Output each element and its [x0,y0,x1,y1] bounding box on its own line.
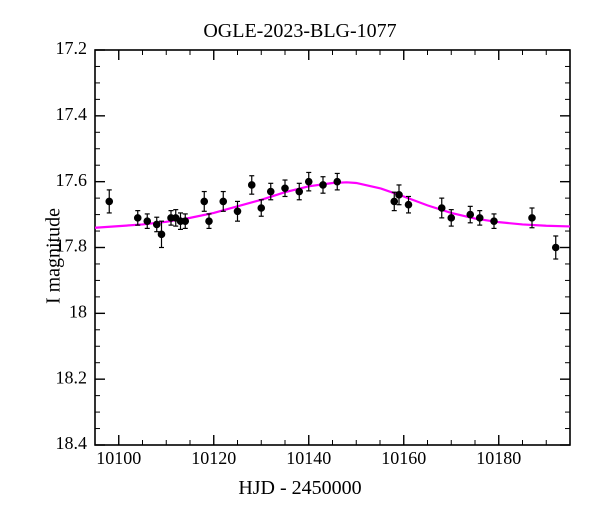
svg-text:10160: 10160 [381,448,426,468]
plot-canvas: 10100 10120 10140 10160 10180 17.2 17.4 17.6 17.… [0,0,600,512]
svg-text:10140: 10140 [286,448,331,468]
svg-text:18.4: 18.4 [56,433,88,453]
svg-text:17.6: 17.6 [56,170,88,190]
lightcurve-chart: OGLE-2023-BLG-1077 HJD - 2450000 I magni… [0,0,600,512]
svg-text:10100: 10100 [96,448,141,468]
svg-text:18.2: 18.2 [56,367,88,387]
svg-text:17.2: 17.2 [56,38,88,58]
svg-text:18: 18 [69,301,87,321]
svg-text:17.8: 17.8 [56,236,88,256]
svg-text:10180: 10180 [476,448,521,468]
svg-text:10120: 10120 [191,448,236,468]
svg-text:17.4: 17.4 [56,104,88,124]
